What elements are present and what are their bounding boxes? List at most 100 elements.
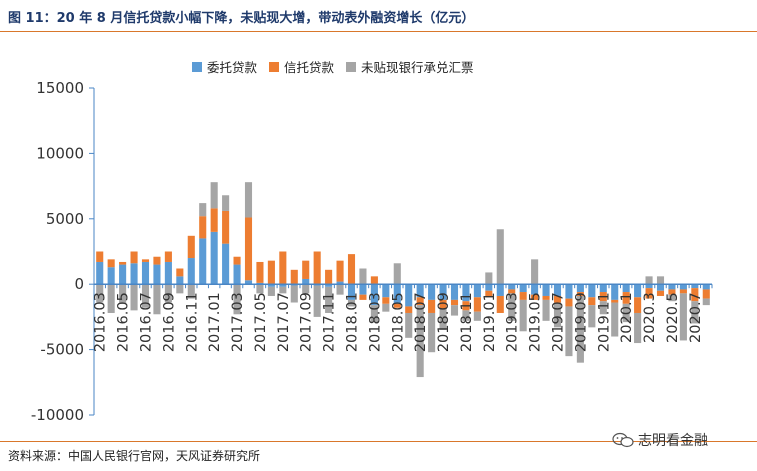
bar-segment	[588, 284, 596, 298]
bar-segment	[553, 302, 562, 328]
bar-segment	[187, 284, 195, 299]
bar-segment	[176, 276, 184, 285]
bar-segment	[164, 251, 172, 262]
bar-segment	[656, 290, 665, 296]
bar-segment	[508, 289, 516, 294]
bar-segment	[393, 263, 401, 285]
bar-segment	[599, 292, 607, 302]
x-tick-label: 2019.05	[528, 292, 544, 352]
bar-segment	[267, 260, 275, 285]
bar-segment	[279, 286, 287, 294]
bar-segment	[210, 208, 218, 232]
y-tick-label: 10000	[36, 144, 84, 162]
x-tick-label: 2019.07	[551, 292, 567, 352]
y-tick-label: -10000	[31, 406, 84, 424]
bar-segment	[702, 298, 710, 306]
bar-segment	[141, 261, 150, 285]
x-tick-label: 2018.07	[413, 292, 429, 352]
bar-segment	[233, 284, 241, 315]
bar-segment	[679, 293, 687, 341]
x-tick-label: 2017.09	[299, 292, 315, 352]
legend-item: 未贴现银行承兑汇票	[346, 57, 474, 76]
bar-segment	[496, 229, 504, 285]
legend-label: 委托贷款	[207, 60, 258, 75]
bar-segment	[428, 312, 436, 353]
bar-segment	[107, 259, 115, 268]
bar-segment	[462, 310, 470, 321]
bar-segment	[576, 292, 584, 296]
bar-segment	[210, 231, 218, 285]
bar-segment	[336, 281, 344, 285]
bar-segment	[359, 294, 367, 300]
bar-segment	[588, 305, 596, 328]
bar-segment	[141, 284, 150, 308]
bar-segment	[634, 284, 642, 298]
x-tick-label: 2018.05	[390, 292, 406, 352]
x-tick-label: 2020.7	[688, 292, 704, 343]
bar-segment	[485, 284, 493, 291]
bar-segment	[416, 305, 424, 378]
x-tick-label: 2020.5	[665, 292, 681, 343]
bar-segment	[187, 258, 195, 285]
bar-segment	[370, 284, 378, 306]
x-tick-label: 2019.03	[505, 292, 521, 352]
x-tick-label: 2020.1	[619, 292, 635, 343]
bar-segment	[634, 297, 642, 313]
bar-segment	[599, 284, 607, 293]
bar-segment	[313, 251, 321, 285]
bar-segment	[210, 182, 218, 209]
bar-segment	[382, 297, 390, 304]
bar-segment	[485, 272, 493, 285]
bar-segment	[450, 299, 459, 306]
bar-segment	[176, 268, 184, 277]
bar-segment	[473, 311, 481, 321]
bar-segment	[233, 256, 241, 265]
footer-rule	[0, 441, 757, 442]
legend-label: 信托贷款	[284, 60, 335, 75]
bar-segment	[382, 303, 390, 312]
bar-segment	[153, 264, 161, 285]
bar-segment	[302, 284, 310, 294]
bar-segment	[256, 284, 264, 294]
bar-segment	[462, 284, 470, 302]
x-tick-label: 2018.11	[459, 292, 475, 352]
bar-segment	[130, 251, 138, 264]
bar-segment	[691, 301, 699, 324]
x-tick-label: 2018.03	[367, 292, 383, 352]
bar-segment	[279, 251, 287, 285]
bar-segment	[359, 268, 367, 285]
bar-segment	[599, 301, 607, 315]
y-tick-label: 0	[74, 275, 84, 293]
bar-segment	[439, 309, 447, 330]
bar-segment	[96, 284, 104, 303]
legend-item: 信托贷款	[269, 57, 334, 76]
bar-segment	[416, 284, 424, 298]
bar-segment	[244, 280, 253, 285]
bar-segment	[382, 284, 390, 298]
bar-segment	[199, 203, 207, 217]
x-tick-label: 2017.01	[207, 292, 223, 352]
bar-segment	[325, 286, 333, 313]
bar-segment	[153, 284, 161, 315]
y-tick-label: 15000	[36, 79, 84, 97]
bar-segment	[691, 288, 699, 302]
bar-segment	[290, 269, 298, 285]
bar-segment	[393, 284, 401, 304]
bar-segment	[485, 290, 493, 298]
bar-segment	[199, 216, 207, 239]
x-tick-label: 2017.11	[322, 292, 338, 352]
y-tick-label: -5000	[40, 341, 84, 359]
bar-segment	[153, 256, 161, 265]
bar-segment	[107, 267, 115, 285]
bar-segment	[176, 284, 184, 294]
bar-segment	[565, 298, 573, 307]
bar-segment	[359, 284, 367, 295]
bar-segment	[428, 284, 436, 300]
bar-segment	[164, 261, 172, 285]
bar-segment	[347, 284, 356, 300]
bar-segment	[439, 299, 447, 310]
bar-segment	[267, 284, 275, 287]
bar-segment	[267, 286, 275, 296]
bar-segment	[428, 299, 436, 313]
y-tick-label: 5000	[46, 210, 84, 228]
